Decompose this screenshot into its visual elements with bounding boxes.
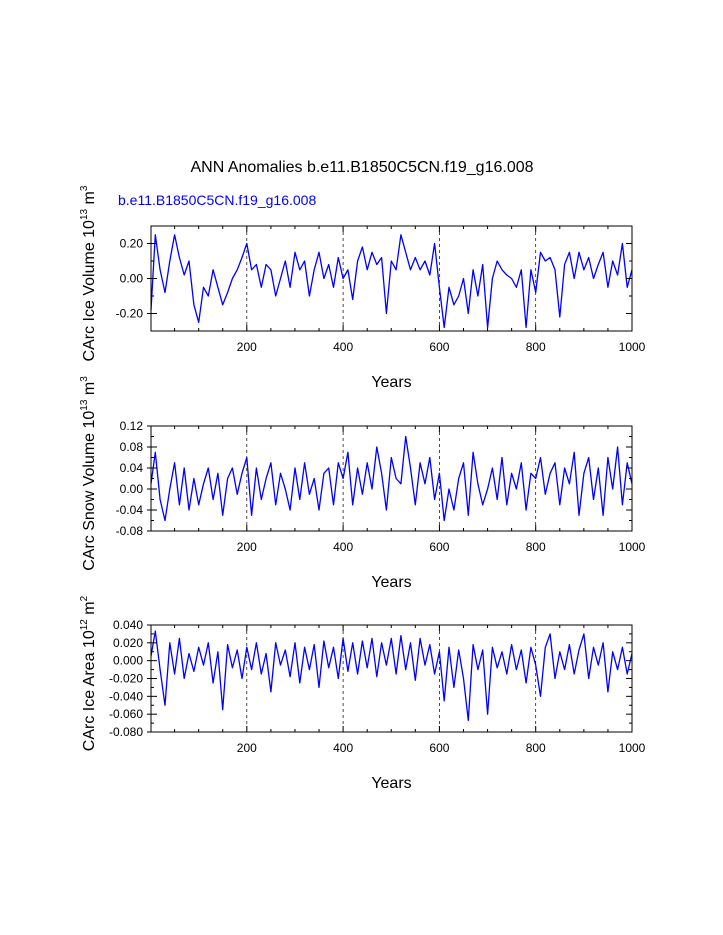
snow-volume-x-axis-label: Years xyxy=(371,574,411,591)
panel-snow-volume: 200 400 600 800 1000 Years -0.08 -0.04 0.00 0.04 0… xyxy=(79,376,646,591)
ice-volume-y-axis-label: CArc Ice Volume 1013 m3 xyxy=(79,185,98,361)
snow-volume-xtick-label-3: 800 xyxy=(526,540,546,554)
panel-ice-volume: 200 400 600 800 1000 Years -0.20 0.00 0.20 CArc I… xyxy=(79,185,646,391)
snow-volume-series-line-0 xyxy=(150,435,633,522)
snow-volume-xtick-label-1: 400 xyxy=(333,540,353,554)
ice-volume-ytick-label-0: -0.20 xyxy=(116,307,144,321)
ice-area-xtick-label-1: 400 xyxy=(333,741,353,755)
ice-area-xtick-label-2: 600 xyxy=(429,741,449,755)
snow-volume-xtick-label-0: 200 xyxy=(237,540,257,554)
ice-area-ytick-label-3: -0.020 xyxy=(109,672,143,686)
figure-title: ANN Anomalies b.e11.B1850C5CN.f19_g16.00… xyxy=(190,159,533,176)
panel-ice-area: 200 400 600 800 1000 Years -0.080 -0.060 -0.040 -… xyxy=(79,595,646,792)
snow-volume-ytick-label-1: -0.04 xyxy=(116,503,144,517)
snow-volume-y-axis-label: CArc Snow Volume 1013 m3 xyxy=(79,376,98,571)
ice-area-xtick-label-4: 1000 xyxy=(619,741,646,755)
ice-area-ytick-label-4: 0.000 xyxy=(113,654,143,668)
snow-volume-ytick-label-5: 0.12 xyxy=(120,419,144,433)
ice-volume-xtick-label-1: 400 xyxy=(333,340,353,354)
ice-area-ytick-label-0: -0.080 xyxy=(109,725,143,739)
ice-area-ytick-label-1: -0.060 xyxy=(109,707,143,721)
snow-volume-ytick-label-4: 0.08 xyxy=(120,440,144,454)
ice-volume-ytick-label-1: 0.00 xyxy=(120,272,144,286)
snow-volume-xtick-label-2: 600 xyxy=(429,540,449,554)
ice-volume-x-axis-label: Years xyxy=(371,374,411,391)
ice-area-xtick-label-3: 800 xyxy=(526,741,546,755)
ice-volume-xtick-label-3: 800 xyxy=(526,340,546,354)
ice-volume-xtick-label-2: 600 xyxy=(429,340,449,354)
ice-volume-xtick-label-4: 1000 xyxy=(619,340,646,354)
ice-area-xtick-label-0: 200 xyxy=(237,741,257,755)
snow-volume-xtick-label-4: 1000 xyxy=(619,540,646,554)
snow-volume-ytick-label-3: 0.04 xyxy=(120,461,144,475)
ice-area-ytick-label-6: 0.040 xyxy=(113,618,143,632)
ice-area-x-axis-label: Years xyxy=(371,775,411,792)
case-label: b.e11.B1850C5CN.f19_g16.008 xyxy=(118,192,316,208)
ice-area-ytick-label-5: 0.020 xyxy=(113,636,143,650)
ice-volume-series-line-0 xyxy=(150,234,633,329)
ice-area-series-line-0 xyxy=(150,630,633,722)
ice-area-y-axis-label: CArc Ice Area 1012 m2 xyxy=(79,595,98,751)
ice-volume-ytick-label-2: 0.20 xyxy=(120,237,144,251)
snow-volume-ytick-label-0: -0.08 xyxy=(116,524,144,538)
snow-volume-ytick-label-2: 0.00 xyxy=(120,482,144,496)
ice-area-ytick-label-2: -0.040 xyxy=(109,689,143,703)
ice-volume-xtick-label-0: 200 xyxy=(237,340,257,354)
